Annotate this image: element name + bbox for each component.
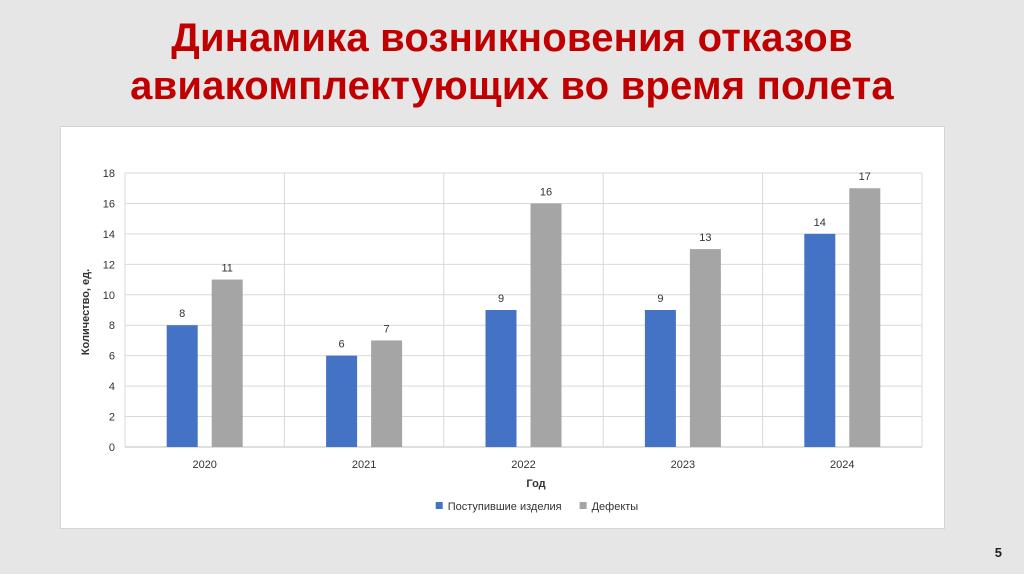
y-tick-label-4: 4 — [109, 381, 115, 393]
legend-label-0: Поступившие изделия — [448, 501, 562, 513]
bar-2023-series-1 — [689, 249, 721, 447]
data-label-2020-series-0: 8 — [179, 308, 185, 320]
slide-title-line-1: Динамика возникновения отказов — [171, 16, 853, 60]
bar-2022-series-0 — [485, 310, 517, 447]
x-tick-label-2020: 2020 — [192, 459, 216, 471]
bar-2024-series-1 — [849, 188, 881, 447]
y-tick-label-0: 0 — [109, 442, 115, 454]
y-tick-label-8: 8 — [109, 320, 115, 332]
chart-area: 8 11 6 7 9 16 9 13 14 17 0 2 4 6 8 10 12 14 16 18 2020 2021 2… — [60, 126, 945, 529]
bar-2021-series-1 — [371, 340, 403, 447]
y-tick-label-14: 14 — [103, 229, 115, 241]
legend-swatch-0 — [435, 502, 443, 509]
data-label-2022-series-1: 16 — [540, 186, 552, 198]
bar-2023-series-0 — [644, 310, 676, 447]
slide-title-line-2: авиакомплектующих во время полета — [130, 64, 894, 108]
data-label-2021-series-1: 7 — [384, 323, 390, 335]
x-axis-label: Год — [526, 478, 545, 490]
legend: Поступившие изделия Дефекты — [435, 501, 639, 513]
data-label-2021-series-0: 6 — [339, 339, 345, 351]
bar-2020-series-1 — [211, 279, 243, 447]
data-label-2022-series-0: 9 — [498, 293, 504, 305]
y-tick-label-18: 18 — [103, 168, 115, 180]
data-labels: 8 11 6 7 9 16 9 13 14 17 — [179, 171, 871, 350]
y-tick-label-6: 6 — [109, 351, 115, 363]
legend-swatch-1 — [579, 502, 587, 509]
gridlines — [124, 172, 923, 448]
bar-2021-series-0 — [326, 355, 358, 447]
bar-chart: 8 11 6 7 9 16 9 13 14 17 0 2 4 6 8 10 12 14 16 18 2020 2021 2… — [80, 168, 923, 513]
bars — [166, 188, 881, 447]
page-number: 5 — [994, 545, 1002, 560]
data-label-2020-series-1: 11 — [221, 263, 232, 275]
data-label-2023-series-0: 9 — [657, 293, 663, 305]
data-label-2023-series-1: 13 — [699, 232, 711, 244]
x-tick-label-2022: 2022 — [511, 459, 535, 471]
data-label-2024-series-1: 17 — [859, 171, 871, 183]
bar-2022-series-1 — [530, 203, 562, 447]
data-label-2024-series-0: 14 — [814, 217, 826, 229]
x-tick-label-2023: 2023 — [671, 459, 695, 471]
y-tick-label-10: 10 — [103, 290, 115, 302]
y-axis-label: Количество, ед. — [80, 269, 92, 355]
bar-2024-series-0 — [804, 233, 836, 447]
y-tick-label-12: 12 — [103, 259, 115, 271]
y-tick-label-2: 2 — [109, 412, 115, 424]
bar-2020-series-0 — [166, 325, 198, 447]
x-tick-label-2021: 2021 — [352, 459, 376, 471]
legend-label-1: Дефекты — [592, 501, 639, 513]
y-tick-label-16: 16 — [103, 198, 115, 210]
slide-title: Динамика возникновения отказов авиакомпл… — [0, 14, 1024, 110]
tick-labels: 0 2 4 6 8 10 12 14 16 18 2020 2021 2022 2023 2024 — [103, 168, 855, 471]
x-tick-label-2024: 2024 — [830, 459, 854, 471]
